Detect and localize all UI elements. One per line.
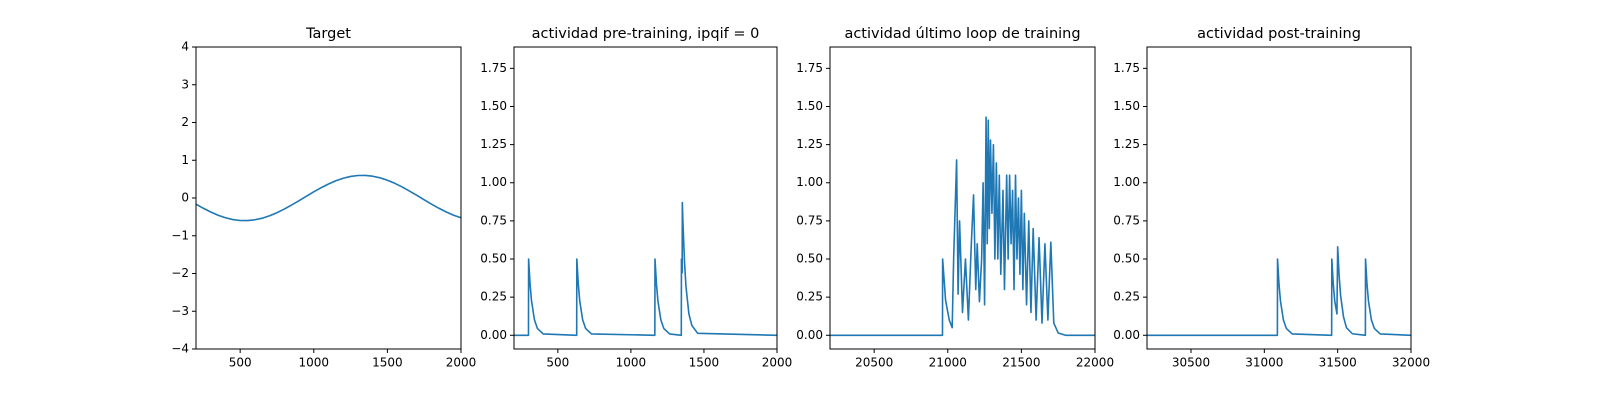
- subplot-title: Target: [305, 26, 351, 42]
- y-tick-label: 0.25: [796, 290, 823, 304]
- subplot-title: actividad pre-training, ipqif = 0: [532, 26, 760, 42]
- y-tick-label: −2: [171, 266, 189, 280]
- y-tick-label: 1.50: [1113, 99, 1140, 113]
- x-tick-label: 1000: [299, 356, 330, 370]
- x-tick-label: 1000: [616, 356, 647, 370]
- data-line: [195, 174, 462, 222]
- y-tick-label: 1.75: [1113, 61, 1140, 75]
- data-line: [1147, 246, 1412, 337]
- data-line: [830, 116, 1095, 337]
- y-tick-label: 1.50: [796, 99, 823, 113]
- x-tick-label: 32000: [1392, 356, 1430, 370]
- subplot-title: actividad post-training: [1197, 26, 1361, 42]
- y-tick-label: −1: [171, 228, 189, 242]
- axes-frame: [829, 46, 1096, 350]
- y-tick-label: 3: [181, 77, 189, 91]
- y-tick-label: 4: [181, 40, 189, 54]
- y-tick-label: 1.25: [796, 137, 823, 151]
- y-tick-label: 1.25: [1113, 137, 1140, 151]
- axes-frame: [513, 46, 778, 350]
- x-tick-label: 500: [546, 356, 569, 370]
- y-tick-label: 1.25: [480, 137, 507, 151]
- x-tick-label: 2000: [762, 356, 793, 370]
- y-tick-label: 0.50: [480, 252, 507, 266]
- y-tick-label: 0.00: [796, 328, 823, 342]
- data-line: [514, 201, 778, 337]
- y-tick-label: 0.75: [480, 213, 507, 227]
- y-tick-label: −4: [171, 342, 189, 356]
- y-tick-label: 1.75: [480, 61, 507, 75]
- x-tick-label: 21500: [1002, 356, 1040, 370]
- x-tick-label: 31500: [1319, 356, 1357, 370]
- y-tick-label: 1.00: [796, 175, 823, 189]
- y-tick-label: 1.75: [796, 61, 823, 75]
- x-tick-label: 30500: [1172, 356, 1210, 370]
- subplot-title: actividad último loop de training: [844, 26, 1080, 42]
- x-tick-label: 1500: [689, 356, 720, 370]
- x-tick-label: 20500: [855, 356, 893, 370]
- y-tick-label: 0.25: [480, 290, 507, 304]
- y-tick-label: −3: [171, 304, 189, 318]
- x-tick-label: 22000: [1076, 356, 1114, 370]
- y-tick-label: 0: [181, 191, 189, 205]
- y-tick-label: 0.75: [796, 213, 823, 227]
- x-tick-label: 31000: [1245, 356, 1283, 370]
- x-tick-label: 500: [229, 356, 252, 370]
- axes-frame: [1146, 46, 1412, 350]
- y-tick-label: 0.50: [796, 252, 823, 266]
- x-tick-label: 1500: [372, 356, 403, 370]
- y-tick-label: 0.00: [480, 328, 507, 342]
- y-tick-label: 1.00: [480, 175, 507, 189]
- x-tick-label: 21000: [929, 356, 967, 370]
- y-tick-label: 1.50: [480, 99, 507, 113]
- y-tick-label: 1.00: [1113, 175, 1140, 189]
- y-tick-label: 0.75: [1113, 213, 1140, 227]
- y-tick-label: 0.00: [1113, 328, 1140, 342]
- y-tick-label: 0.50: [1113, 252, 1140, 266]
- y-tick-label: 1: [181, 153, 189, 167]
- y-tick-label: 0.25: [1113, 290, 1140, 304]
- x-tick-label: 2000: [446, 356, 477, 370]
- y-tick-label: 2: [181, 115, 189, 129]
